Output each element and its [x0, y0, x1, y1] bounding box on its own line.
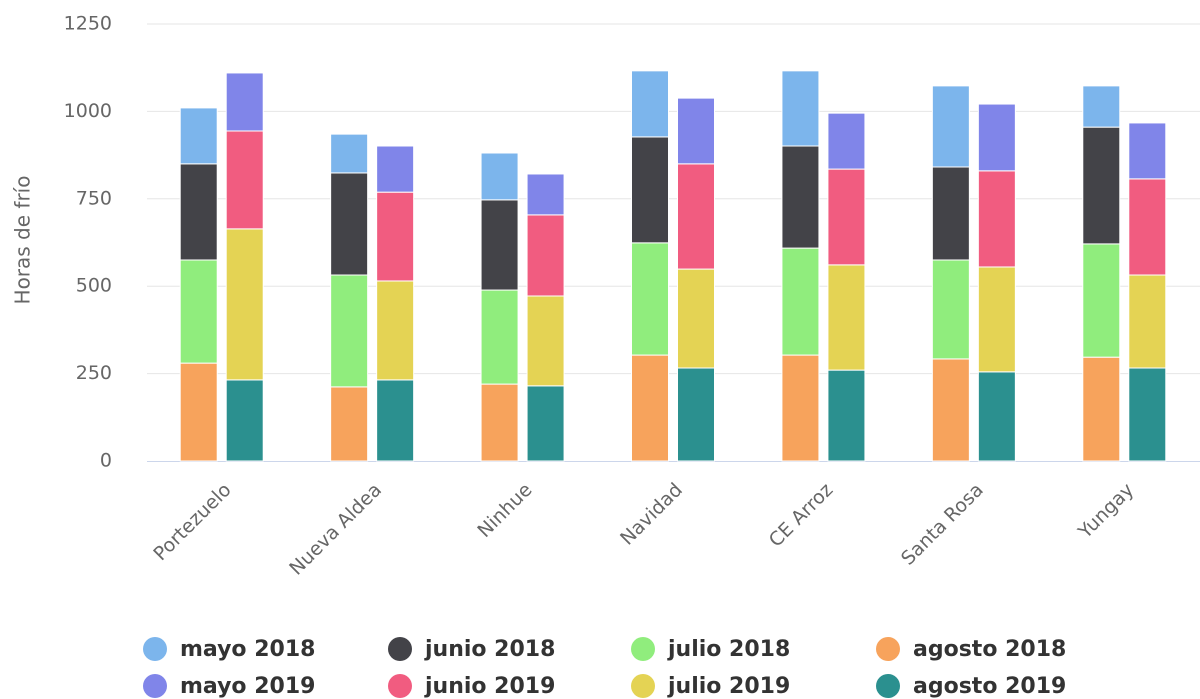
- bar-segment: [225, 228, 264, 381]
- bar-segment: [781, 354, 820, 462]
- bar-segment: [376, 379, 415, 462]
- bar-segment: [677, 268, 715, 369]
- bar-segment: [225, 72, 264, 132]
- legend-label: junio 2019: [424, 674, 555, 699]
- legend-label: agosto 2019: [913, 674, 1066, 699]
- bar-segment: [931, 85, 970, 168]
- bar-segment: [330, 274, 369, 388]
- bar-segment: [977, 170, 1016, 268]
- bar-segment: [1128, 367, 1167, 462]
- bar-segment: [480, 289, 519, 385]
- legend-marker: [876, 674, 900, 698]
- legend-label: junio 2018: [424, 637, 555, 662]
- bar-segment: [1082, 85, 1121, 128]
- bar-segment: [631, 242, 669, 356]
- bar-segment: [376, 191, 415, 282]
- legend-label: julio 2019: [667, 674, 790, 699]
- x-tick-label: Ninhue: [473, 479, 536, 542]
- bar-segment: [526, 295, 565, 387]
- legend-label: agosto 2018: [913, 637, 1066, 662]
- bar-segment: [480, 383, 519, 462]
- bar-segment: [631, 354, 669, 462]
- y-tick-label: 1250: [64, 13, 112, 35]
- bar-segment: [827, 112, 866, 170]
- legend-marker: [631, 637, 655, 661]
- x-tick-label: Santa Rosa: [897, 479, 988, 570]
- bar-segment: [931, 358, 970, 462]
- bar-segment: [1082, 126, 1121, 245]
- x-tick-label: Nueva Aldea: [285, 479, 386, 580]
- bar-segment: [179, 362, 218, 462]
- bar-segment: [631, 136, 669, 244]
- x-tick-label: Yungay: [1074, 479, 1139, 544]
- bar-segment: [225, 130, 264, 230]
- bar-segment: [781, 247, 820, 356]
- y-tick-label: 0: [100, 450, 112, 472]
- bar-segment: [376, 145, 415, 193]
- bar-segment: [827, 264, 866, 371]
- bar-segment: [781, 70, 820, 147]
- bar-segment: [330, 386, 369, 462]
- bar-segment: [781, 145, 820, 249]
- legend-marker: [876, 637, 900, 661]
- bar-segment: [827, 168, 866, 266]
- x-tick-label: Navidad: [616, 479, 687, 550]
- bar-segment: [330, 133, 369, 174]
- bar-segment: [179, 107, 218, 165]
- legend-marker: [388, 674, 412, 698]
- bar-segment: [931, 259, 970, 360]
- bar-segment: [1128, 122, 1167, 180]
- legend-marker: [143, 674, 167, 698]
- bar-segment: [526, 385, 565, 462]
- y-tick-label: 500: [76, 275, 112, 297]
- bar-segment: [1082, 243, 1121, 358]
- legend-marker: [631, 674, 655, 698]
- y-tick-label: 1000: [64, 100, 112, 122]
- bar-segment: [225, 379, 264, 462]
- bar-segment: [480, 199, 519, 291]
- bar-segment: [330, 172, 369, 276]
- bar-segment: [631, 70, 669, 138]
- bar-segment: [179, 163, 218, 261]
- bar-segment: [977, 371, 1016, 462]
- bar-segment: [677, 163, 715, 270]
- y-tick-label: 750: [76, 187, 112, 209]
- x-tick-label: Portezuelo: [149, 479, 235, 565]
- bar-segment: [376, 280, 415, 381]
- bar-segment: [526, 173, 565, 216]
- legend-marker: [143, 637, 167, 661]
- bar-segment: [931, 166, 970, 261]
- bar-segment: [1128, 178, 1167, 276]
- x-tick-label: CE Arroz: [765, 479, 838, 552]
- legend-label: julio 2018: [667, 637, 790, 662]
- bar-segment: [677, 97, 715, 165]
- bar-segment: [677, 367, 715, 462]
- bar-segment: [977, 103, 1016, 172]
- bar-segment: [526, 214, 565, 297]
- bar-segment: [827, 369, 866, 462]
- bar-segment: [1082, 356, 1121, 462]
- bar-segment: [179, 259, 218, 364]
- y-tick-label: 250: [76, 362, 112, 384]
- y-axis-title: Horas de frío: [11, 176, 35, 305]
- bar-segment: [977, 266, 1016, 373]
- legend-marker: [388, 637, 412, 661]
- bar-segment: [480, 152, 519, 201]
- legend-label: mayo 2019: [180, 674, 315, 699]
- bar-segment: [1128, 274, 1167, 369]
- legend-label: mayo 2018: [180, 637, 315, 662]
